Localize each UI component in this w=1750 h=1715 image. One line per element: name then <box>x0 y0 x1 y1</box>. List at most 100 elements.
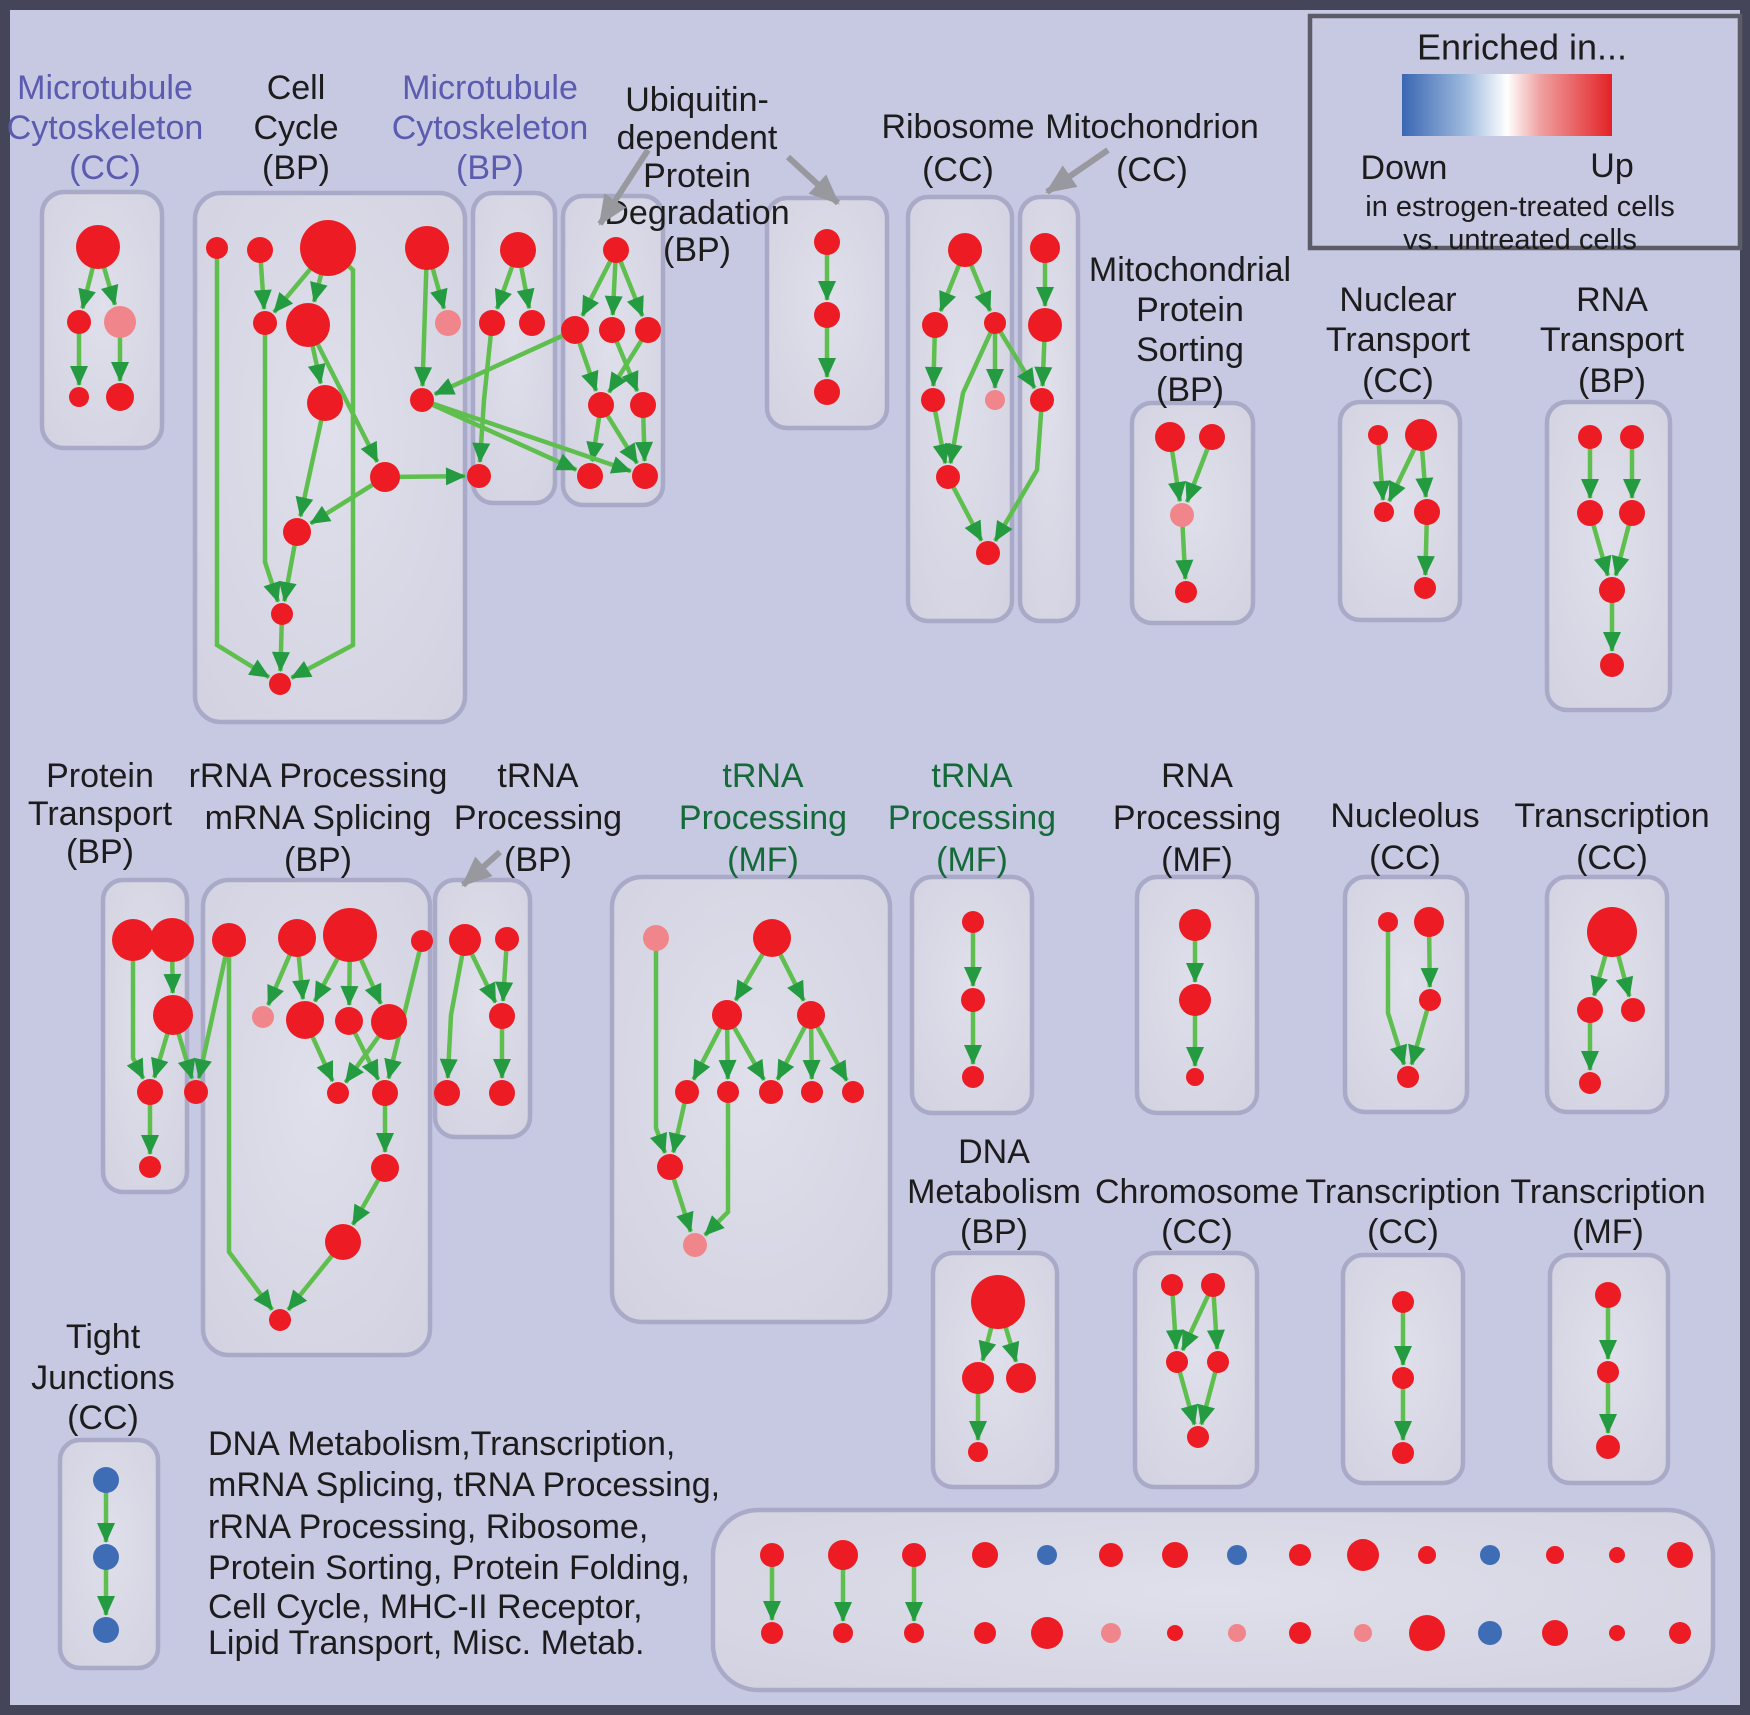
edge-rb5-rb6 <box>951 485 984 542</box>
label-nuclear-transport-line-0: Nuclear <box>1339 281 1456 319</box>
node-uc1 <box>814 302 840 328</box>
node-rr0 <box>212 923 246 957</box>
edge-rb1-rb3 <box>924 336 943 388</box>
edge-ch0-ch2 <box>1165 1294 1184 1351</box>
pointer-arrow-2 <box>1045 147 1110 195</box>
node-tj1 <box>93 1544 119 1570</box>
edge-ms0-ms2 <box>1168 450 1186 503</box>
node-cy0 <box>206 237 228 259</box>
edge-rb0-rb2 <box>969 263 993 312</box>
edge-mc0-mc1 <box>78 266 96 310</box>
node-x13b <box>1609 1625 1625 1641</box>
label-transcription-mf-line-0: Transcription <box>1510 1173 1705 1211</box>
pointer-arrow-1 <box>785 154 841 206</box>
edge-cy3-cy8 <box>414 268 433 388</box>
node-tm3 <box>797 1001 825 1029</box>
misc-text-line-5: Lipid Transport, Misc. Metab. <box>208 1624 645 1662</box>
node-tb0 <box>1392 1291 1414 1313</box>
misc-text-line-4: Cell Cycle, MHC-II Receptor, <box>208 1588 643 1626</box>
label-microtubule-bp-line-0: Microtubule <box>402 69 578 107</box>
box-dna-metabolism <box>930 1250 1060 1490</box>
edge-ub0-ub1 <box>580 259 613 317</box>
box-trna-mf-large <box>609 874 893 1325</box>
misc-text-line-2: rRNA Processing, Ribosome, <box>208 1508 648 1546</box>
node-ms0 <box>1155 422 1185 452</box>
legend-subtitle-2: vs. untreated cells <box>1403 224 1637 256</box>
node-rr6 <box>335 1007 363 1035</box>
label-transcription-cc-b-line-1: (CC) <box>1367 1213 1439 1251</box>
cross-edge-rb2-mt2 <box>998 330 1037 390</box>
edge-pt2-pt4 <box>176 1032 196 1080</box>
label-rna-processing-mf-line-0: RNA <box>1161 757 1233 795</box>
label-ubiquitin-bp-line-0: Ubiquitin- <box>625 81 769 119</box>
label-dna-metabolism-line-1: Metabolism <box>907 1173 1081 1211</box>
misc-text-line-3: Protein Sorting, Protein Folding, <box>208 1549 690 1587</box>
cross-edge-mt2-rb6 <box>993 410 1044 543</box>
label-trna-mf-small-line-0: tRNA <box>931 757 1013 795</box>
node-dm0 <box>971 1275 1025 1329</box>
box-nuclear-transport <box>1337 399 1463 623</box>
edge-nt0-nt2 <box>1372 443 1391 502</box>
label-trna-mf-small-line-1: Processing <box>888 799 1056 837</box>
node-cy11 <box>271 603 293 625</box>
node-ch0 <box>1161 1274 1183 1296</box>
node-tb2 <box>1392 1442 1414 1464</box>
label-microtubule-bp-line-2: (BP) <box>456 149 524 187</box>
edge-cy0-cy12 <box>214 258 271 680</box>
edge-ub4-ub7 <box>605 414 640 465</box>
label-trna-mf-large-line-2: (MF) <box>727 841 799 879</box>
edge-cy3-cy6 <box>430 267 448 310</box>
edge-ub3-ub4 <box>607 338 644 394</box>
edge-cy7-cy10 <box>295 419 324 518</box>
label-cell-cycle-line-2: (BP) <box>262 149 330 187</box>
edge-cy4-cy11 <box>262 334 281 603</box>
edge-ch3-ch4 <box>1197 1371 1218 1426</box>
node-tj2 <box>93 1617 119 1643</box>
label-rrna-mrna-line-2: (BP) <box>284 841 352 879</box>
label-rna-transport-line-2: (BP) <box>1578 362 1646 400</box>
node-mb3 <box>467 464 491 488</box>
node-ub3 <box>635 317 661 343</box>
node-pt0 <box>112 919 154 961</box>
edge-tm2-tm4 <box>691 1026 723 1081</box>
node-rr9 <box>372 1080 398 1106</box>
label-protein-transport-line-2: (BP) <box>66 833 134 871</box>
label-transcription-cc-a-line-0: Transcription <box>1514 797 1709 835</box>
node-mt1 <box>1028 308 1062 342</box>
edge-ch1-ch3 <box>1206 1295 1225 1351</box>
node-tm7 <box>801 1081 823 1103</box>
edge-cy1-cy4 <box>253 261 272 311</box>
label-rrna-mrna-line-0: rRNA Processing <box>189 757 448 795</box>
node-rb3 <box>921 388 945 412</box>
label-trna-bp-line-1: Processing <box>454 799 622 837</box>
node-x9t <box>1347 1539 1379 1571</box>
node-cy12 <box>269 673 291 695</box>
pointer-arrow-0 <box>597 148 651 226</box>
edge-tm3-tm7 <box>802 1027 821 1081</box>
node-x1t <box>828 1540 858 1570</box>
node-rp1 <box>1179 984 1211 1016</box>
node-tp1 <box>495 927 519 951</box>
node-tm8 <box>842 1081 864 1103</box>
edge-ch2-ch4 <box>1177 1371 1199 1426</box>
edge-cy5-cy9 <box>315 342 380 463</box>
node-ub0 <box>603 237 629 263</box>
label-mito-sorting-line-2: Sorting <box>1136 331 1244 369</box>
label-ubiquitin-bp-line-3: Degradation <box>604 194 789 232</box>
node-x12t <box>1546 1546 1564 1564</box>
label-trna-bp-line-0: tRNA <box>497 757 579 795</box>
edge-rt2-rt4 <box>1591 523 1612 577</box>
label-cell-cycle-line-0: Cell <box>267 69 326 107</box>
node-rr2 <box>323 908 377 962</box>
node-cy5 <box>286 303 330 347</box>
node-rp2 <box>1186 1068 1204 1086</box>
cross-edge-cy8-ub7 <box>431 401 632 474</box>
edge-tp0-tp3 <box>439 954 465 1080</box>
node-pt3 <box>137 1079 163 1105</box>
node-tm10 <box>683 1233 707 1257</box>
edge-nt1-nt2 <box>1387 447 1417 503</box>
node-x11b <box>1478 1621 1502 1645</box>
label-ribosome-cc-line-1: (CC) <box>922 151 994 189</box>
node-ub7 <box>632 463 658 489</box>
node-rr1 <box>278 919 316 957</box>
